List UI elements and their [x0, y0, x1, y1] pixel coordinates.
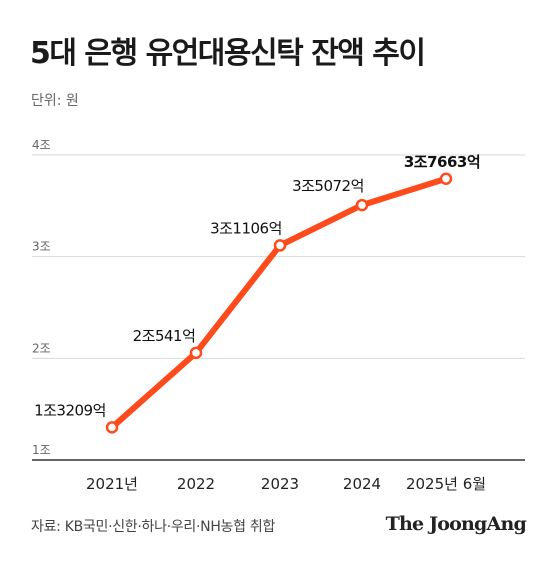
data-point — [439, 172, 453, 186]
data-point — [105, 421, 119, 434]
x-tick-label: 2021년 — [86, 475, 138, 493]
source-note: 자료: KB국민·신한·하나·우리·NH농협 취합 — [31, 519, 276, 535]
x-tick-label: 2024 — [343, 475, 381, 493]
data-point — [273, 239, 287, 252]
x-tick-label: 2025년 6월 — [406, 475, 486, 493]
y-tick-label: 3조 — [32, 240, 51, 254]
y-tick-label: 4조 — [32, 138, 51, 152]
data-label: 3조5072억 — [292, 177, 364, 195]
data-label: 3조1106억 — [210, 219, 282, 237]
y-tick-label: 2조 — [32, 341, 51, 355]
data-label: 3조7663억 — [404, 153, 480, 171]
data-point — [355, 198, 369, 212]
series-line — [109, 175, 449, 431]
y-tick-label: 1조 — [32, 443, 51, 457]
data-point — [189, 346, 203, 360]
x-tick-label: 2023 — [261, 475, 299, 493]
x-tick-label: 2022 — [177, 475, 215, 493]
brand-logo: The JoongAng — [385, 513, 527, 535]
chart-title: 5대 은행 유언대용신탁 잔액 추이 — [30, 36, 426, 71]
unit-label: 단위: 원 — [31, 93, 79, 109]
data-label: 1조3209억 — [34, 401, 106, 419]
data-label: 2조541억 — [133, 327, 196, 345]
